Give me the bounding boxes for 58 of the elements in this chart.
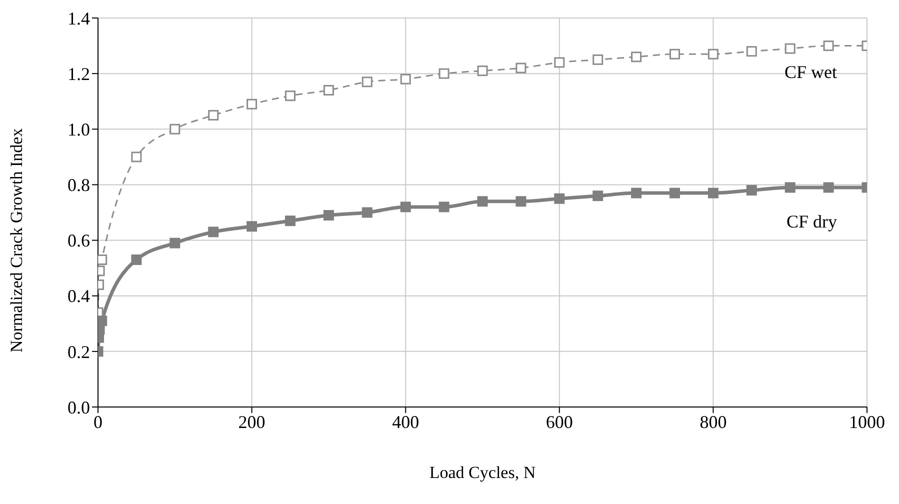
point	[516, 62, 526, 74]
point	[362, 76, 372, 88]
point	[285, 90, 296, 102]
y-tick-label: 0.8	[68, 175, 90, 196]
point	[708, 48, 718, 60]
point	[438, 68, 450, 79]
series-label: CF wet	[784, 62, 837, 82]
point	[323, 210, 334, 221]
point	[554, 193, 565, 204]
point	[98, 316, 108, 326]
x-tick-label: 800	[700, 412, 727, 432]
y-axis-title: Normalized Crack Growth Index	[7, 128, 26, 352]
point	[592, 190, 604, 202]
x-tick-label: 400	[392, 412, 420, 432]
point	[131, 254, 142, 265]
x-tick-label: 0	[94, 412, 102, 432]
point	[516, 196, 526, 207]
point	[323, 84, 334, 96]
point	[592, 54, 604, 65]
point	[400, 202, 411, 212]
point	[400, 74, 411, 84]
y-tick-label: 0.6	[68, 230, 90, 251]
y-tick-label: 0.4	[68, 286, 90, 306]
point	[670, 188, 680, 198]
point	[670, 48, 680, 60]
y-tick-label: 1.2	[68, 64, 90, 84]
point	[170, 124, 180, 134]
point	[746, 185, 757, 196]
point	[285, 216, 296, 226]
x-tick-label: 1000	[849, 412, 885, 432]
point	[208, 110, 219, 120]
point	[246, 98, 258, 110]
x-axis-title: Load Cycles, N	[429, 463, 536, 482]
point	[438, 202, 450, 212]
point	[98, 254, 108, 265]
point	[477, 196, 488, 207]
series-label: CF dry	[786, 211, 837, 232]
y-tick-label: 1.0	[68, 120, 90, 140]
point	[362, 207, 372, 218]
point	[823, 182, 834, 193]
point	[708, 188, 718, 198]
point	[208, 226, 219, 238]
point	[170, 238, 180, 248]
point	[746, 46, 757, 57]
point	[131, 152, 142, 162]
x-tick-label: 600	[546, 412, 573, 432]
y-tick-label: 0.2	[68, 342, 90, 362]
point	[784, 182, 796, 193]
point	[631, 52, 642, 62]
point	[477, 66, 488, 76]
y-tick-label: 0.0	[68, 397, 90, 418]
point	[823, 40, 834, 52]
y-tick-label: 1.4	[68, 8, 90, 28]
point	[554, 57, 565, 68]
x-tick-label: 200	[238, 412, 266, 432]
point	[784, 43, 796, 54]
point	[631, 188, 642, 198]
point	[246, 221, 258, 232]
